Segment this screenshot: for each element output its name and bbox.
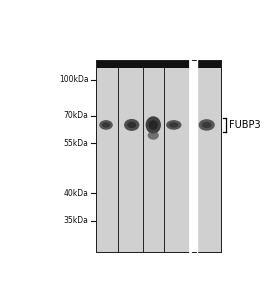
Ellipse shape bbox=[166, 120, 182, 130]
Text: FUBP3: FUBP3 bbox=[229, 120, 260, 130]
Ellipse shape bbox=[148, 131, 159, 140]
Text: 70kDa: 70kDa bbox=[64, 111, 89, 120]
Bar bbox=[197, 60, 221, 68]
Ellipse shape bbox=[149, 120, 158, 130]
Ellipse shape bbox=[169, 122, 178, 128]
Ellipse shape bbox=[145, 116, 161, 134]
Bar bbox=[197, 60, 221, 252]
Bar bbox=[96, 60, 190, 68]
Text: 100kDa: 100kDa bbox=[59, 75, 89, 84]
Text: 35kDa: 35kDa bbox=[64, 216, 89, 225]
Bar bbox=[96, 60, 221, 252]
Ellipse shape bbox=[127, 122, 136, 128]
Bar bbox=[190, 60, 197, 252]
Ellipse shape bbox=[202, 122, 211, 128]
Ellipse shape bbox=[124, 119, 139, 131]
Text: 55kDa: 55kDa bbox=[64, 139, 89, 148]
Text: 40kDa: 40kDa bbox=[64, 189, 89, 198]
Ellipse shape bbox=[99, 120, 113, 130]
Bar bbox=[96, 60, 221, 252]
Ellipse shape bbox=[198, 119, 215, 131]
Ellipse shape bbox=[102, 122, 110, 128]
